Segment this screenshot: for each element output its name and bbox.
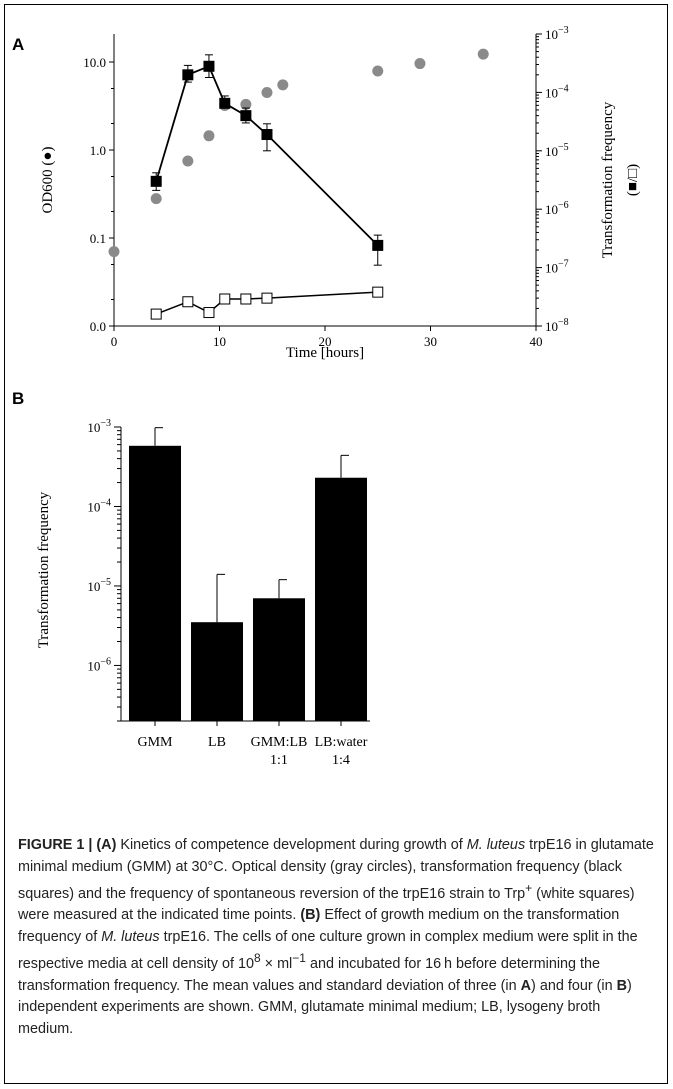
- transformation-point: [182, 69, 194, 81]
- reversion-point: [219, 293, 231, 305]
- caption-text: Effect of growth medium on the transform…: [18, 907, 620, 945]
- panel-a-x-tick-label: 20: [319, 334, 332, 349]
- panel-a-x-tick-label: 40: [530, 334, 543, 349]
- caption-label-a: FIGURE 1 | (A): [18, 837, 117, 853]
- panel-a-x-tick-label: 0: [111, 334, 118, 349]
- bar-3: [253, 598, 305, 721]
- reversion-point: [150, 308, 162, 320]
- caption-text: × ml: [260, 956, 293, 973]
- bar-category-label: GMM:LB: [251, 735, 308, 750]
- reversion-point: [372, 286, 384, 298]
- bar-4: [315, 477, 367, 721]
- panel-a-x-axis-label: Time [hours]: [286, 345, 364, 361]
- caption-text: trpE16. The cells of one culture grown i…: [18, 928, 638, 973]
- panel-a-left-tick-label: 1.0: [90, 143, 106, 158]
- panel-b-y-tick-label: 10−6: [87, 656, 111, 673]
- figure-frame: [4, 4, 668, 1084]
- caption-text: (white squares) were measured at the ind…: [18, 885, 635, 924]
- bar-category-label: 1:4: [332, 753, 350, 768]
- od600-point: [182, 155, 194, 167]
- caption-sup: +: [525, 881, 533, 895]
- reversion-point: [261, 292, 273, 304]
- panel-a-left-tick-label: 0.0: [90, 319, 106, 334]
- transformation-point: [372, 239, 384, 251]
- panel-a-right-tick-label: 10−5: [545, 142, 569, 159]
- panel-a-right-axis-label-2: (■/□): [625, 164, 641, 196]
- caption-bold: B: [616, 977, 628, 994]
- reversion-point: [182, 296, 194, 308]
- transformation-point: [219, 97, 231, 109]
- figure-caption: FIGURE 1 | (A) Kinetics of competence de…: [18, 835, 658, 1040]
- caption-species: M. luteus: [101, 928, 160, 945]
- od600-point: [203, 130, 215, 142]
- caption-text: ) and four (in: [531, 977, 617, 994]
- bar-category-label: GMM: [137, 735, 173, 750]
- panel-a-right-tick-label: 10−7: [545, 259, 569, 276]
- transformation-point: [150, 175, 162, 187]
- panel-a-right-tick-label: 10−4: [545, 83, 569, 100]
- panel-b-letter: B: [12, 389, 24, 408]
- od600-point: [414, 58, 426, 70]
- caption-species: M. luteus: [466, 837, 526, 853]
- bar-1: [129, 445, 181, 721]
- panel-a-x-tick-label: 10: [213, 334, 226, 349]
- panel-a-right-tick-label: 10−6: [545, 200, 569, 217]
- panel-a-right-tick-label: 10−8: [545, 317, 569, 334]
- od600-point: [240, 98, 252, 110]
- reversion-point: [203, 307, 215, 319]
- panel-a-right-axis-label: Transformation frequency: [600, 101, 616, 258]
- caption-sup: −1: [292, 951, 306, 966]
- caption-sup: 8: [253, 951, 261, 966]
- caption-bold: A: [520, 977, 532, 994]
- reversion-point: [240, 293, 252, 305]
- figure-chart: A B 0 10 20 30 40 Time [hours] 10.0 1.0 0.1 0.0 10…: [12, 25, 641, 768]
- panel-a-left-tick-label: 10.0: [83, 55, 106, 70]
- panel-a-left-axis-label: OD600 (●): [40, 147, 56, 214]
- panel-b-y-tick-label: 10−5: [87, 577, 111, 594]
- caption-text: trpE16 in glutamate minimal medium (GMM)…: [18, 837, 654, 902]
- panel-b-y-axis-label: Transformation frequency: [36, 491, 52, 648]
- caption-text: ) independent experiments are shown. GMM…: [18, 977, 632, 1037]
- transformation-point: [240, 110, 252, 122]
- caption-text: and incubated for 16 h before determinin…: [18, 956, 601, 994]
- transformation-point: [203, 60, 215, 72]
- panel-a-x-tick-label: 30: [424, 334, 437, 349]
- od600-point: [277, 79, 289, 91]
- panel-b-plot: 10−3 10−4 10−5 10−6 Transformation frequency…: [36, 418, 370, 768]
- od600-point: [372, 65, 384, 77]
- od600-point: [477, 48, 489, 60]
- transformation-point: [261, 129, 273, 141]
- od600-point: [261, 87, 273, 99]
- panel-a-plot: 0 10 20 30 40 Time [hours] 10.0 1.0 0.1 0.0 10−3 10…: [40, 25, 641, 361]
- panel-a-right-tick-label: 10−3: [545, 25, 569, 42]
- panel-b-y-tick-label: 10−3: [87, 418, 111, 435]
- caption-text: Kinetics of competence development durin…: [116, 837, 467, 853]
- od600-point: [108, 246, 120, 258]
- panel-a-letter: A: [12, 35, 24, 54]
- panel-b-y-tick-label: 10−4: [87, 497, 111, 514]
- bar-category-label: LB: [208, 735, 226, 750]
- bar-2: [191, 622, 243, 721]
- bar-category-label: LB:water: [315, 735, 368, 750]
- caption-label-b: (B): [300, 907, 321, 924]
- bar-category-label: 1:1: [270, 753, 288, 768]
- panel-a-left-tick-label: 0.1: [90, 231, 106, 246]
- od600-point: [150, 193, 162, 205]
